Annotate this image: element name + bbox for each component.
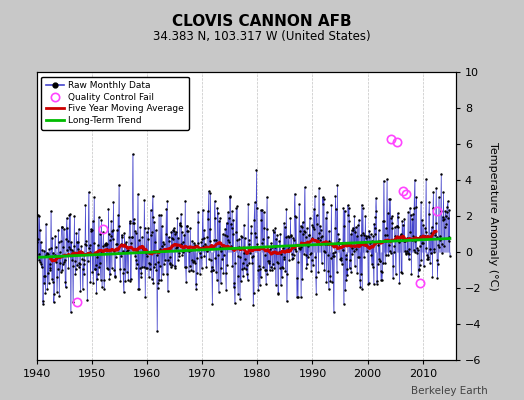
Legend: Raw Monthly Data, Quality Control Fail, Five Year Moving Average, Long-Term Tren: Raw Monthly Data, Quality Control Fail, … <box>41 76 189 130</box>
Text: 34.383 N, 103.317 W (United States): 34.383 N, 103.317 W (United States) <box>153 30 371 43</box>
Text: CLOVIS CANNON AFB: CLOVIS CANNON AFB <box>172 14 352 29</box>
Text: Berkeley Earth: Berkeley Earth <box>411 386 487 396</box>
Y-axis label: Temperature Anomaly (°C): Temperature Anomaly (°C) <box>488 142 498 290</box>
